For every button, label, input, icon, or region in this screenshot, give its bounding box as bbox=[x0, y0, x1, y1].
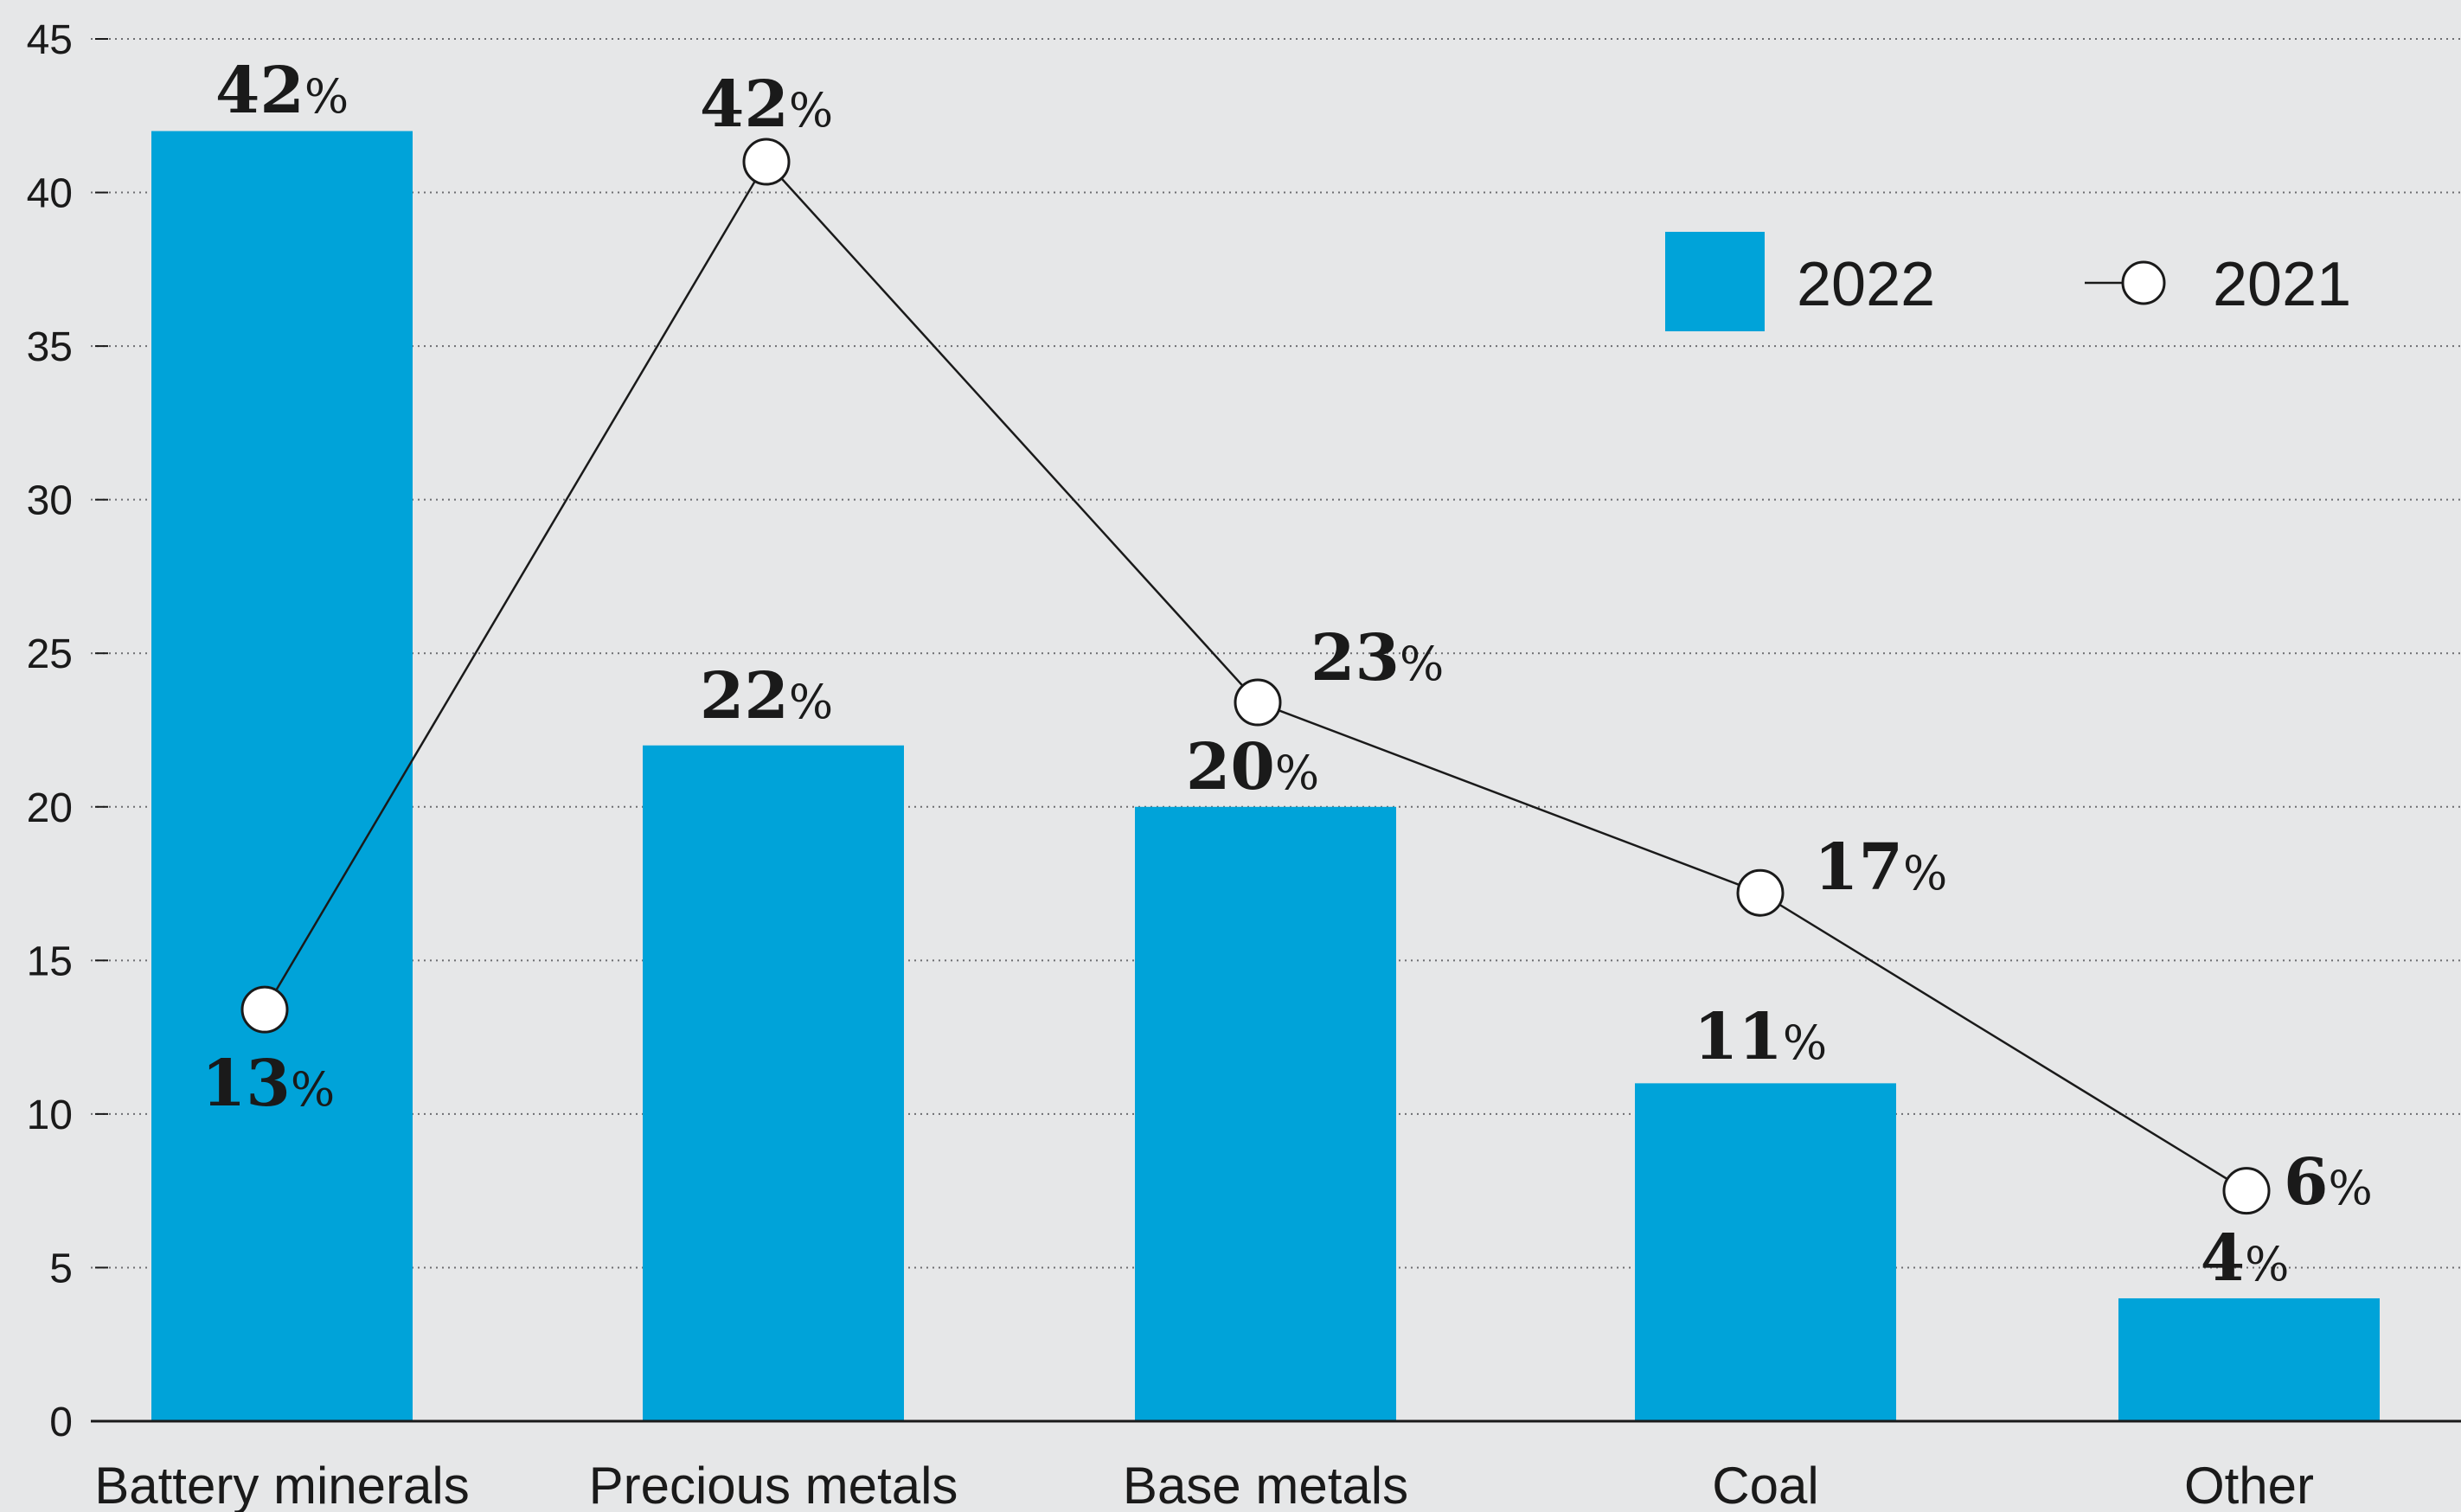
y-tick-label: 45 bbox=[27, 17, 73, 63]
bar bbox=[643, 745, 904, 1421]
bar-data-label-percent: % bbox=[1275, 746, 1319, 800]
legend-label-2021: 2021 bbox=[2213, 250, 2351, 319]
line-marker bbox=[742, 138, 791, 186]
y-tick-label: 40 bbox=[27, 171, 73, 217]
legend-label-2022: 2022 bbox=[1797, 250, 1935, 319]
bar bbox=[151, 131, 413, 1422]
y-tick-label: 5 bbox=[49, 1246, 73, 1291]
line-data-label: 42% bbox=[700, 67, 833, 142]
bar-data-label-value: 42 bbox=[215, 54, 304, 128]
bar-data-label-value: 4 bbox=[2201, 1221, 2246, 1296]
y-tick-label: 30 bbox=[27, 478, 73, 524]
line-marker bbox=[1234, 678, 1282, 727]
bar-data-label-value: 20 bbox=[1186, 730, 1275, 804]
bar-data-label: 22% bbox=[700, 659, 833, 734]
bar-data-label: 4% bbox=[2201, 1221, 2290, 1296]
bar-data-label: 20% bbox=[1186, 730, 1319, 804]
line-data-label-value: 17 bbox=[1814, 830, 1903, 905]
line-data-label-percent: % bbox=[2329, 1161, 2373, 1215]
line-data-label: 6% bbox=[2284, 1145, 2373, 1220]
bar-series-2022 bbox=[151, 131, 2380, 1422]
y-tick-label: 25 bbox=[27, 631, 73, 677]
x-category-label: Precious metals bbox=[589, 1457, 958, 1512]
bar bbox=[2118, 1297, 2380, 1421]
y-axis: 0 5 10 15 20 25 30 35 40 45 bbox=[27, 17, 108, 1445]
legend-swatch-2022 bbox=[1665, 232, 1765, 331]
line-marker bbox=[1736, 868, 1785, 917]
line-data-label: 23% bbox=[1311, 621, 1444, 695]
y-tick-label: 10 bbox=[27, 1092, 73, 1138]
x-category-label: Other bbox=[2184, 1457, 2314, 1512]
y-tick-label: 20 bbox=[27, 785, 73, 831]
line-data-label: 13% bbox=[202, 1047, 335, 1121]
line-data-label-percent: % bbox=[789, 83, 833, 138]
legend-marker-2021 bbox=[2121, 260, 2166, 305]
bar-data-label-value: 22 bbox=[700, 659, 789, 734]
x-category-label: Battery minerals bbox=[94, 1457, 469, 1512]
x-category-label: Coal bbox=[1712, 1457, 1818, 1512]
bar-data-label-percent: % bbox=[2245, 1237, 2289, 1291]
bar-data-label: 11% bbox=[1694, 1000, 1827, 1074]
line-data-label-value: 6 bbox=[2284, 1145, 2329, 1220]
y-tick-label: 0 bbox=[49, 1400, 73, 1445]
bar bbox=[1135, 806, 1396, 1421]
x-category-label: Base metals bbox=[1123, 1457, 1408, 1512]
y-tick-label: 15 bbox=[27, 939, 73, 984]
line-data-label-value: 42 bbox=[700, 67, 789, 142]
bar-data-label-value: 11 bbox=[1694, 1000, 1783, 1074]
bar-data-label: 42% bbox=[215, 54, 349, 128]
data-labels: 42%22%20%11%4%13%42%23%17%6% bbox=[202, 54, 2373, 1296]
line-data-label-percent: % bbox=[291, 1062, 335, 1117]
x-axis: Battery minerals Precious metals Base meta… bbox=[94, 1457, 2314, 1512]
line-data-label-value: 23 bbox=[1311, 621, 1400, 695]
bar-data-label-percent: % bbox=[304, 69, 349, 124]
line-marker bbox=[240, 985, 289, 1034]
line-data-label-value: 13 bbox=[202, 1047, 291, 1121]
y-tick-label: 35 bbox=[27, 324, 73, 370]
line-series-2021 bbox=[240, 138, 2271, 1215]
line-data-label: 17% bbox=[1814, 830, 1947, 905]
gridlines bbox=[91, 38, 2461, 1269]
bar-data-label-percent: % bbox=[1783, 1015, 1827, 1070]
line-marker bbox=[2222, 1167, 2271, 1215]
legend: 2022 2021 bbox=[1665, 232, 2351, 331]
line-data-label-percent: % bbox=[1903, 846, 1947, 900]
line-data-label-percent: % bbox=[1400, 637, 1444, 691]
bar-data-label-percent: % bbox=[789, 675, 833, 729]
bar bbox=[1635, 1083, 1896, 1421]
